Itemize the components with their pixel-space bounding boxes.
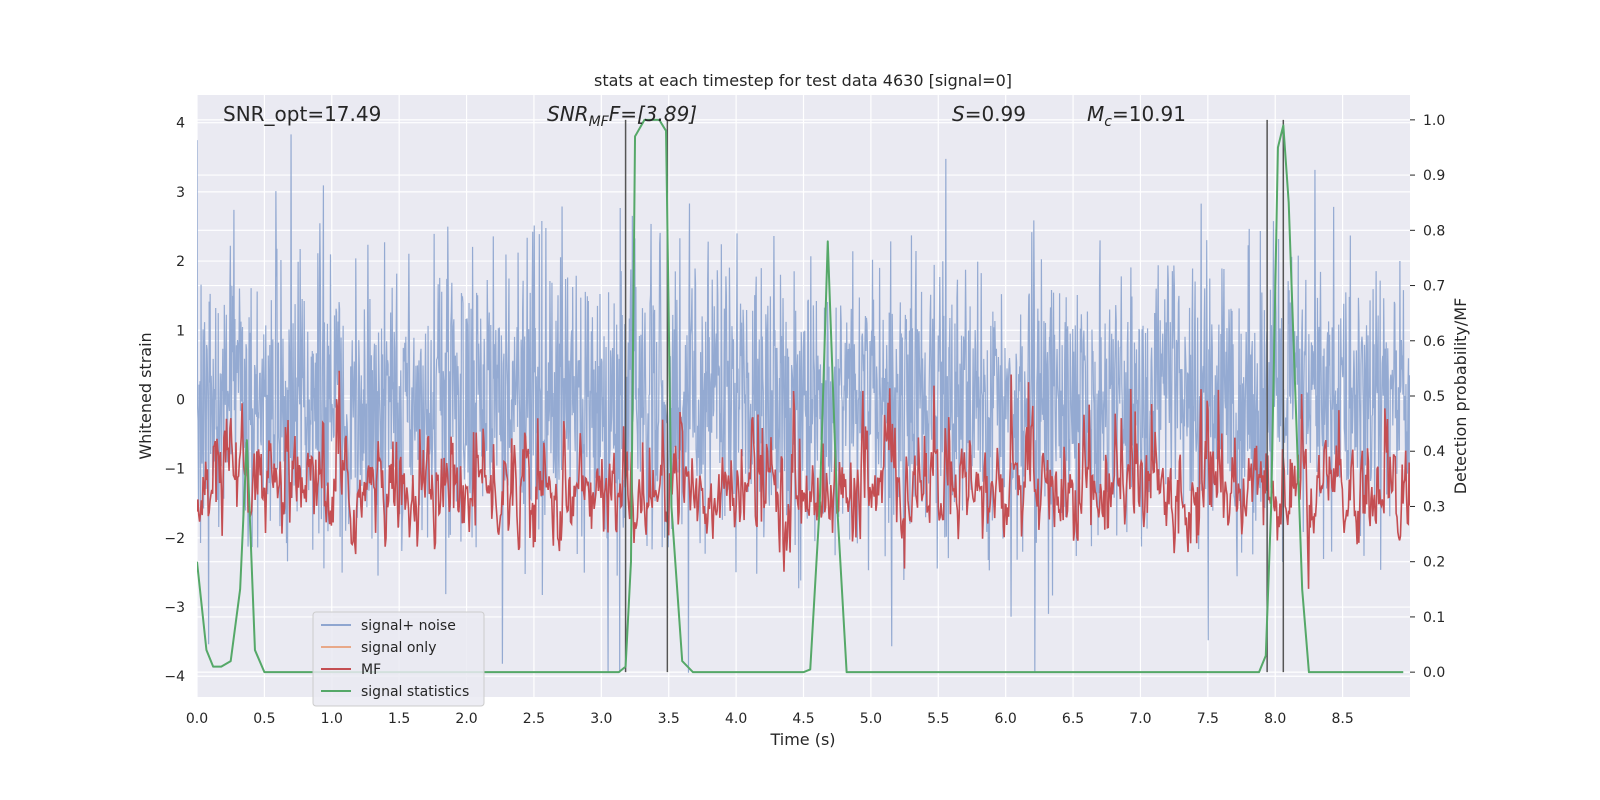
x-tick-label: 4.5 bbox=[792, 711, 814, 727]
y2-tick-label: 0.2 bbox=[1423, 555, 1445, 571]
x-tick-label: 1.5 bbox=[388, 711, 410, 727]
chart-title: stats at each timestep for test data 463… bbox=[594, 71, 1012, 90]
mf-line bbox=[197, 370, 1410, 589]
annotation-mc: Mc=10.91 bbox=[1087, 102, 1186, 130]
series-signal-statistics bbox=[197, 118, 1404, 674]
signal-noise-line bbox=[197, 134, 1410, 673]
x-tick-label: 6.5 bbox=[1062, 711, 1084, 727]
x-tick-label: 0.5 bbox=[253, 711, 275, 727]
y-tick-label: −1 bbox=[164, 462, 185, 478]
annotation-snr-opt: SNR_opt=17.49 bbox=[223, 102, 381, 126]
signal-statistics-line bbox=[197, 118, 1404, 674]
y2-axis-label: Detection probability/MF bbox=[1451, 298, 1470, 495]
x-tick-label: 2.0 bbox=[455, 711, 477, 727]
x-tick-label: 2.5 bbox=[523, 711, 545, 727]
x-tick-label: 7.5 bbox=[1197, 711, 1219, 727]
legend-box bbox=[312, 611, 485, 707]
y2-tick-label: 0.9 bbox=[1423, 168, 1445, 184]
x-tick-label: 3.5 bbox=[658, 711, 680, 727]
x-tick-label: 4.0 bbox=[725, 711, 747, 727]
y-tick-label: 1 bbox=[176, 323, 185, 339]
y2-tick-label: 0.3 bbox=[1423, 499, 1445, 515]
legend-label-signal-statistics: signal statistics bbox=[361, 684, 469, 700]
legend-label-signal-only: signal only bbox=[361, 640, 436, 656]
y-tick-labels: 4 3 2 1 0 −1 −2 −3 −4 bbox=[164, 116, 185, 686]
y-tick-label: 4 bbox=[176, 116, 185, 132]
y-tick-label: −3 bbox=[164, 600, 185, 616]
y2-tick-label: 0.6 bbox=[1423, 334, 1445, 350]
x-tick-label: 3.0 bbox=[590, 711, 612, 727]
y2-tick-label: 0.5 bbox=[1423, 389, 1445, 405]
legend-label-signal-noise: signal+ noise bbox=[361, 618, 456, 634]
y2-tick-label: 0.7 bbox=[1423, 279, 1445, 295]
y2-tick-label: 0.4 bbox=[1423, 444, 1445, 460]
y-axis-label: Whitened strain bbox=[136, 332, 155, 459]
y2-tick-label: 1.0 bbox=[1423, 113, 1445, 129]
x-tick-label: 5.5 bbox=[927, 711, 949, 727]
series-mf bbox=[197, 370, 1410, 589]
x-tick-label: 6.0 bbox=[995, 711, 1017, 727]
x-tick-label: 7.0 bbox=[1129, 711, 1151, 727]
x-tick-label: 8.0 bbox=[1264, 711, 1286, 727]
x-tick-labels: 0.0 0.5 1.0 1.5 2.0 2.5 3.0 3.5 4.0 4.5 5.0 5.5 6.0 6… bbox=[186, 711, 1354, 727]
y-tick-label: 0 bbox=[176, 392, 185, 408]
annotation-s: S=0.99 bbox=[952, 102, 1026, 126]
y2-tick-label: 0.8 bbox=[1423, 223, 1445, 239]
series-signal-noise bbox=[197, 134, 1410, 673]
y2-tick-labels: 1.0 0.9 0.8 0.7 0.6 0.5 0.4 0.3 0.2 0.1 0.0 bbox=[1410, 113, 1445, 681]
legend: signal+ noise signal only MF signal stat… bbox=[312, 611, 485, 707]
x-axis-label: Time (s) bbox=[769, 730, 835, 749]
x-tick-label: 5.0 bbox=[860, 711, 882, 727]
y-tick-label: −4 bbox=[164, 669, 185, 685]
x-tick-label: 0.0 bbox=[186, 711, 208, 727]
annotation-snr-mf: SNRMFF=[3.89] bbox=[547, 102, 697, 130]
y2-tick-label: 0.1 bbox=[1423, 610, 1445, 626]
x-tick-label: 1.0 bbox=[321, 711, 343, 727]
legend-label-mf: MF bbox=[361, 662, 381, 678]
y-tick-label: 3 bbox=[176, 185, 185, 201]
y2-tick-label: 0.0 bbox=[1423, 665, 1445, 681]
x-tick-label: 8.5 bbox=[1331, 711, 1353, 727]
y-tick-label: −2 bbox=[164, 531, 185, 547]
y-tick-label: 2 bbox=[176, 254, 185, 270]
